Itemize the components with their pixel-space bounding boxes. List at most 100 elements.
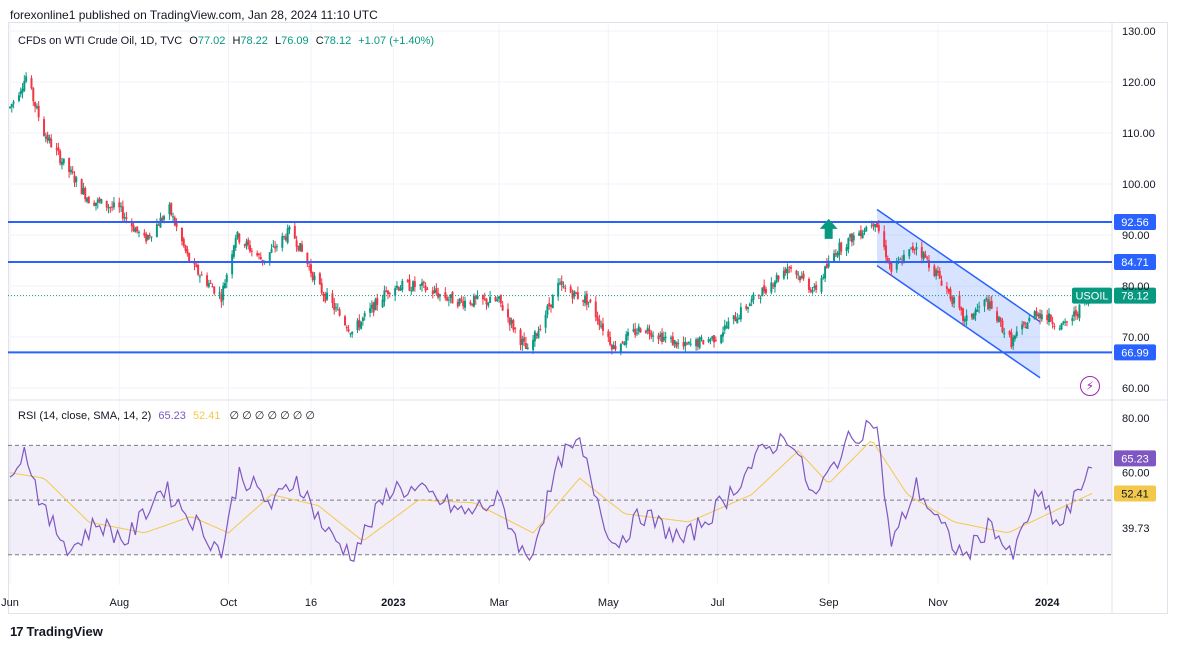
candle-body bbox=[270, 248, 273, 253]
candle-body bbox=[374, 299, 377, 310]
candle-body bbox=[249, 245, 252, 252]
candle-body bbox=[60, 162, 63, 165]
candle-body bbox=[272, 245, 275, 247]
candle-body bbox=[915, 246, 918, 250]
close-value: 78.12 bbox=[323, 35, 352, 47]
candle-body bbox=[351, 331, 354, 335]
candle-body bbox=[21, 88, 24, 93]
candle-body bbox=[186, 249, 189, 254]
candle-body bbox=[884, 245, 887, 258]
candle-body bbox=[976, 309, 979, 312]
candle-body bbox=[652, 335, 655, 337]
candle-body bbox=[446, 297, 449, 301]
candle-body bbox=[250, 250, 253, 252]
candle-body bbox=[562, 285, 565, 288]
candle-body bbox=[650, 333, 653, 337]
candle-body bbox=[207, 283, 210, 287]
candle-body bbox=[469, 302, 472, 305]
candle-body bbox=[309, 264, 312, 274]
candle-body bbox=[911, 246, 914, 251]
footer-brand: 17 TradingView bbox=[10, 624, 103, 639]
candle-body bbox=[213, 286, 216, 294]
rsi-title: RSI (14, close, SMA, 14, 2) bbox=[18, 410, 152, 422]
candle-body bbox=[523, 337, 526, 342]
candle-body bbox=[209, 282, 212, 284]
candle-body bbox=[437, 292, 440, 298]
candle-body bbox=[168, 204, 171, 215]
candle-body bbox=[673, 340, 676, 345]
candle-body bbox=[711, 336, 714, 340]
candle-body bbox=[198, 276, 201, 278]
candle-body bbox=[1046, 314, 1049, 321]
candle-body bbox=[596, 316, 599, 321]
candle-body bbox=[775, 274, 778, 283]
candle-body bbox=[471, 303, 474, 306]
candle-body bbox=[146, 234, 149, 240]
candle-body bbox=[172, 216, 175, 218]
candle-body bbox=[784, 269, 787, 274]
candle-body bbox=[836, 252, 839, 257]
candle-body bbox=[933, 265, 936, 276]
candle-body bbox=[333, 302, 336, 311]
candle-body bbox=[150, 236, 153, 238]
candle-body bbox=[295, 240, 298, 247]
channel-lower-line bbox=[876, 264, 1041, 379]
candle-body bbox=[811, 290, 814, 293]
candle-body bbox=[406, 280, 409, 282]
candle-body bbox=[388, 293, 391, 295]
candle-body bbox=[180, 228, 183, 242]
candle-body bbox=[1040, 314, 1043, 320]
candle-body bbox=[601, 323, 604, 331]
candle-body bbox=[360, 321, 363, 329]
candle-body bbox=[827, 260, 830, 267]
candle-body bbox=[883, 231, 886, 248]
candle-body bbox=[300, 244, 303, 252]
candle-body bbox=[1033, 311, 1036, 320]
candle-body bbox=[137, 231, 140, 233]
lightning-icon[interactable]: ⚡ bbox=[1080, 376, 1100, 396]
candle-body bbox=[1060, 323, 1063, 330]
price-tick-label: 60.00 bbox=[1122, 383, 1150, 395]
candle-body bbox=[383, 290, 386, 302]
candle-body bbox=[163, 216, 166, 220]
price-tick-label: 130.00 bbox=[1122, 26, 1156, 38]
candle-body bbox=[870, 225, 873, 227]
candle-body bbox=[458, 298, 461, 305]
candle-body bbox=[1064, 321, 1067, 323]
candle-body bbox=[331, 293, 334, 304]
candle-body bbox=[245, 241, 248, 247]
candle-body bbox=[10, 104, 13, 108]
price-tick-label: 80.00 bbox=[1122, 281, 1150, 293]
candle-body bbox=[788, 266, 791, 268]
price-tick-label: 90.00 bbox=[1122, 230, 1150, 242]
candle-body bbox=[1062, 321, 1065, 324]
candle-body bbox=[550, 304, 552, 307]
candle-body bbox=[824, 266, 827, 279]
candle-body bbox=[1010, 332, 1013, 348]
candle-body bbox=[431, 290, 434, 295]
candle-body bbox=[211, 286, 214, 288]
candle-body bbox=[369, 308, 372, 313]
candle-body bbox=[1021, 324, 1024, 330]
open-label: O bbox=[189, 35, 198, 47]
candle-body bbox=[585, 293, 588, 305]
open-value: 77.02 bbox=[197, 35, 226, 47]
candle-body bbox=[582, 299, 585, 302]
candle-body bbox=[1065, 321, 1068, 323]
symbol-tag bbox=[1072, 287, 1112, 304]
candle-body bbox=[148, 235, 151, 237]
candle-body bbox=[761, 287, 764, 297]
candle-body bbox=[963, 319, 966, 322]
candle-body bbox=[46, 134, 49, 141]
candle-body bbox=[970, 313, 973, 318]
low-value: 76.09 bbox=[281, 35, 309, 47]
price-tick-label: 120.00 bbox=[1122, 77, 1156, 89]
candle-body bbox=[825, 264, 828, 268]
candle-body bbox=[413, 281, 416, 287]
candle-body bbox=[308, 266, 311, 268]
candle-body bbox=[120, 206, 123, 208]
candle-body bbox=[25, 76, 28, 82]
candle-body bbox=[537, 330, 540, 339]
candle-body bbox=[962, 308, 965, 321]
